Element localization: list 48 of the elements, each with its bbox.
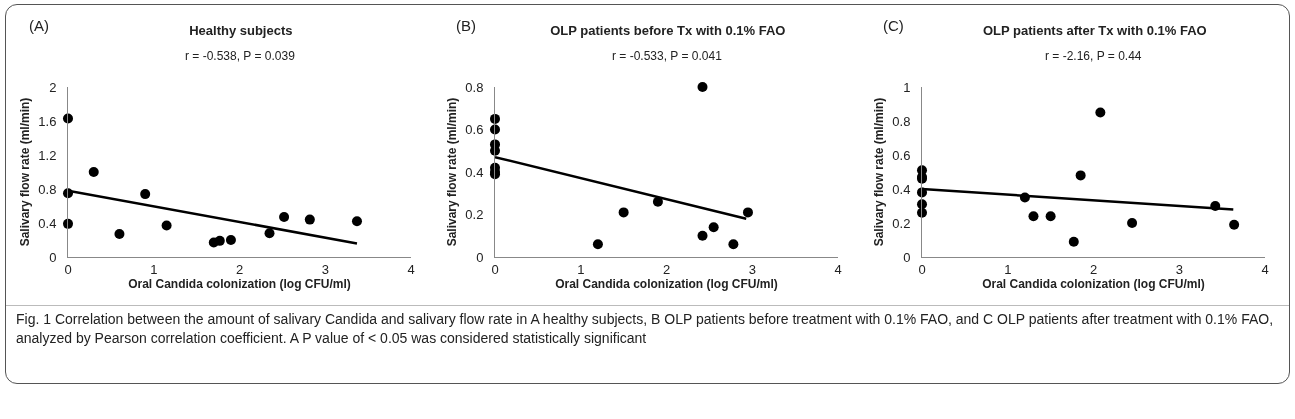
x-tick-label: 3 bbox=[748, 261, 756, 277]
text: (C) bbox=[883, 17, 904, 34]
x-tick-label: 2 bbox=[235, 261, 244, 277]
y-tick-label: 0.4 bbox=[38, 215, 57, 231]
x-tick-label: 4 bbox=[834, 261, 842, 277]
x-tick-label: 3 bbox=[321, 261, 329, 277]
x-tick-label: 2 bbox=[1089, 261, 1098, 277]
text: (B) bbox=[456, 17, 476, 34]
x-tick-label: 2 bbox=[662, 261, 671, 277]
y-tick-label: 0.8 bbox=[892, 113, 911, 129]
y-tick-label: 0.4 bbox=[465, 164, 484, 180]
y-tick-label: 0 bbox=[476, 249, 484, 265]
x-axis-title: Oral Candida colonization (log CFU/ml) bbox=[555, 277, 778, 292]
x-tick-label: 0 bbox=[64, 261, 72, 277]
chart-subtitle: r = -2.16, P = 0.44 bbox=[1045, 49, 1142, 63]
x-tick-label: 0 bbox=[918, 261, 926, 277]
x-tick-label: 4 bbox=[407, 261, 415, 277]
y-axis-title: Salivary flow rate (ml/min) bbox=[444, 97, 459, 247]
y-tick-label: 0.4 bbox=[892, 181, 911, 197]
x-axis-title: Oral Candida colonization (log CFU/ml) bbox=[982, 277, 1205, 292]
y-tick-label: 0.6 bbox=[465, 122, 484, 138]
x-tick-label: 0 bbox=[491, 261, 499, 277]
y-tick-label: 1.6 bbox=[38, 113, 57, 129]
y-tick-label: 2 bbox=[49, 79, 57, 95]
chart-subtitle: r = -0.538, P = 0.039 bbox=[185, 49, 296, 63]
caption: Fig. 1 Correlation between the amount of salivary Candida and salivary flow rate in A healthy subjects, B OLP patients before treatment with 0.1% FAO, and C OLP patients after treatment with 0.1% FAO, analyzed by Pearson correlation coefficient. A P value of < 0.05 was considered statistically significant bbox=[6, 305, 1289, 352]
y-tick-label: 0.8 bbox=[465, 79, 484, 95]
x-tick-label: 3 bbox=[1175, 261, 1183, 277]
x-tick-label: 4 bbox=[1261, 261, 1269, 277]
x-axis-title: Oral Candida colonization (log CFU/ml) bbox=[128, 277, 351, 292]
x-tick-label: 1 bbox=[1004, 261, 1012, 277]
text: (A) bbox=[29, 17, 49, 34]
y-tick-label: 1 bbox=[903, 79, 911, 95]
chart-title: OLP patients before Tx with 0.1% FAO bbox=[550, 23, 786, 39]
chart-title: OLP patients after Tx with 0.1% FAO bbox=[983, 23, 1207, 39]
chart-subtitle: r = -0.533, P = 0.041 bbox=[612, 49, 723, 63]
y-axis-title: Salivary flow rate (ml/min) bbox=[17, 97, 32, 247]
y-tick-label: 1.2 bbox=[38, 147, 57, 163]
y-tick-label: 0.2 bbox=[892, 215, 911, 231]
chart-title: Healthy subjects bbox=[189, 23, 293, 39]
y-tick-label: 0.8 bbox=[38, 181, 57, 197]
y-tick-label: 0.2 bbox=[465, 207, 484, 223]
x-tick-label: 1 bbox=[577, 261, 585, 277]
y-tick-label: 0.6 bbox=[892, 147, 911, 163]
x-tick-label: 1 bbox=[150, 261, 158, 277]
y-tick-label: 0 bbox=[903, 249, 911, 265]
y-axis-title: Salivary flow rate (ml/min) bbox=[871, 97, 886, 247]
y-tick-label: 0 bbox=[49, 249, 57, 265]
